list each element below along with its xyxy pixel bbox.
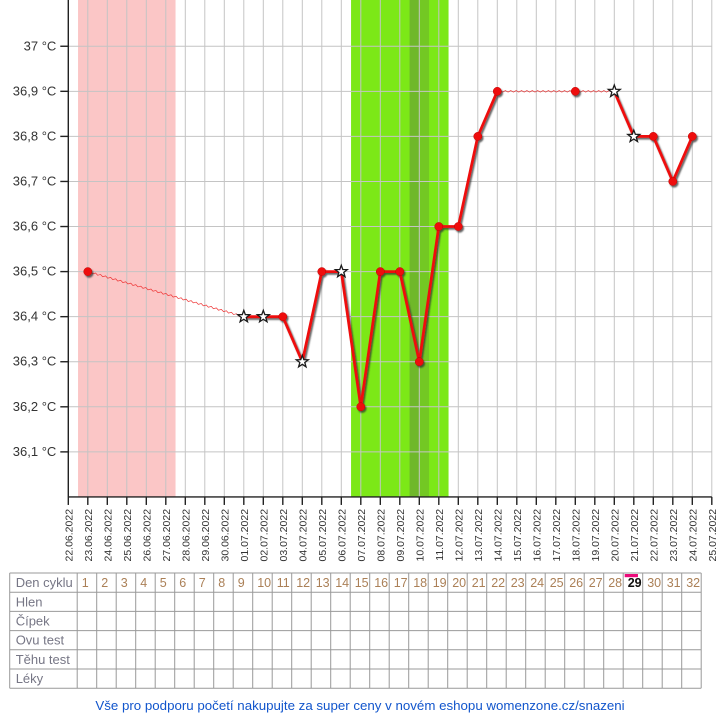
svg-text:13: 13	[316, 576, 330, 590]
svg-text:11.07.2022: 11.07.2022	[434, 509, 446, 561]
svg-text:Čípek: Čípek	[16, 614, 50, 629]
svg-text:08.07.2022: 08.07.2022	[375, 509, 387, 562]
svg-text:12: 12	[296, 576, 310, 590]
svg-text:Těhu test: Těhu test	[16, 652, 71, 667]
svg-text:Den cyklu: Den cyklu	[16, 575, 73, 590]
svg-text:36,9 °C: 36,9 °C	[13, 83, 57, 98]
svg-text:36,6 °C: 36,6 °C	[13, 219, 57, 234]
svg-text:4: 4	[140, 576, 147, 590]
svg-text:03.07.2022: 03.07.2022	[278, 509, 290, 562]
svg-text:25: 25	[550, 576, 564, 590]
svg-text:26.06.2022: 26.06.2022	[141, 509, 153, 562]
svg-text:07.07.2022: 07.07.2022	[356, 509, 368, 562]
svg-text:Ovu test: Ovu test	[16, 633, 65, 648]
svg-text:01.07.2022: 01.07.2022	[239, 509, 251, 562]
svg-text:25.06.2022: 25.06.2022	[122, 509, 134, 562]
svg-text:30.06.2022: 30.06.2022	[219, 509, 231, 562]
svg-text:22.07.2022: 22.07.2022	[648, 509, 660, 562]
svg-text:28: 28	[608, 576, 622, 590]
svg-text:18: 18	[413, 576, 427, 590]
svg-text:09.07.2022: 09.07.2022	[395, 509, 407, 562]
svg-text:11: 11	[277, 576, 290, 590]
svg-text:15: 15	[355, 576, 369, 590]
svg-text:23.06.2022: 23.06.2022	[83, 509, 95, 562]
svg-text:14: 14	[335, 576, 349, 590]
svg-text:8: 8	[218, 576, 225, 590]
svg-text:36,8 °C: 36,8 °C	[13, 128, 57, 143]
svg-text:27: 27	[589, 576, 603, 590]
svg-text:5: 5	[160, 576, 167, 590]
svg-text:10.07.2022: 10.07.2022	[414, 509, 426, 562]
svg-text:3: 3	[121, 576, 128, 590]
svg-text:12.07.2022: 12.07.2022	[453, 509, 465, 562]
svg-text:36,5 °C: 36,5 °C	[13, 264, 57, 279]
svg-text:10: 10	[257, 576, 271, 590]
svg-text:23.07.2022: 23.07.2022	[668, 509, 680, 562]
svg-text:36,7 °C: 36,7 °C	[13, 173, 57, 188]
svg-text:23: 23	[511, 576, 525, 590]
svg-text:Hlen: Hlen	[16, 594, 43, 609]
svg-text:18.07.2022: 18.07.2022	[570, 509, 582, 562]
svg-text:21.07.2022: 21.07.2022	[629, 509, 641, 562]
svg-text:20.07.2022: 20.07.2022	[609, 509, 621, 562]
svg-text:Léky: Léky	[16, 671, 44, 686]
svg-text:36,2 °C: 36,2 °C	[13, 399, 57, 414]
svg-text:22.06.2022: 22.06.2022	[63, 509, 75, 562]
svg-text:2: 2	[101, 576, 108, 590]
svg-text:29: 29	[628, 576, 642, 590]
svg-text:22: 22	[491, 576, 505, 590]
svg-text:9: 9	[238, 576, 245, 590]
svg-text:36,3 °C: 36,3 °C	[13, 354, 57, 369]
svg-text:32: 32	[686, 576, 700, 590]
svg-text:26: 26	[569, 576, 583, 590]
svg-text:1: 1	[82, 576, 89, 590]
svg-text:6: 6	[179, 576, 186, 590]
svg-text:16: 16	[374, 576, 388, 590]
svg-text:21: 21	[472, 576, 486, 590]
svg-text:24.07.2022: 24.07.2022	[687, 509, 699, 562]
svg-text:02.07.2022: 02.07.2022	[258, 509, 270, 562]
svg-text:17: 17	[394, 576, 408, 590]
svg-text:17.07.2022: 17.07.2022	[551, 509, 563, 562]
svg-text:16.07.2022: 16.07.2022	[531, 509, 543, 562]
svg-text:29.06.2022: 29.06.2022	[200, 509, 212, 562]
svg-text:13.07.2022: 13.07.2022	[473, 509, 485, 562]
svg-text:27.06.2022: 27.06.2022	[161, 509, 173, 562]
svg-text:30: 30	[647, 576, 661, 590]
svg-text:25.07.2022: 25.07.2022	[707, 509, 719, 562]
svg-text:06.07.2022: 06.07.2022	[336, 509, 348, 562]
svg-text:19.07.2022: 19.07.2022	[590, 509, 602, 562]
svg-text:19: 19	[433, 576, 447, 590]
svg-text:05.07.2022: 05.07.2022	[317, 509, 329, 562]
svg-text:20: 20	[452, 576, 466, 590]
svg-text:28.06.2022: 28.06.2022	[180, 509, 192, 562]
svg-text:36,4 °C: 36,4 °C	[13, 309, 57, 324]
svg-text:31: 31	[667, 576, 681, 590]
svg-text:14.07.2022: 14.07.2022	[492, 509, 504, 562]
svg-text:24: 24	[530, 576, 544, 590]
svg-text:24.06.2022: 24.06.2022	[102, 509, 114, 562]
svg-text:7: 7	[199, 576, 206, 590]
svg-text:37 °C: 37 °C	[24, 38, 57, 53]
svg-text:15.07.2022: 15.07.2022	[512, 509, 524, 562]
svg-text:04.07.2022: 04.07.2022	[297, 509, 309, 562]
svg-text:36,1 °C: 36,1 °C	[13, 444, 57, 459]
